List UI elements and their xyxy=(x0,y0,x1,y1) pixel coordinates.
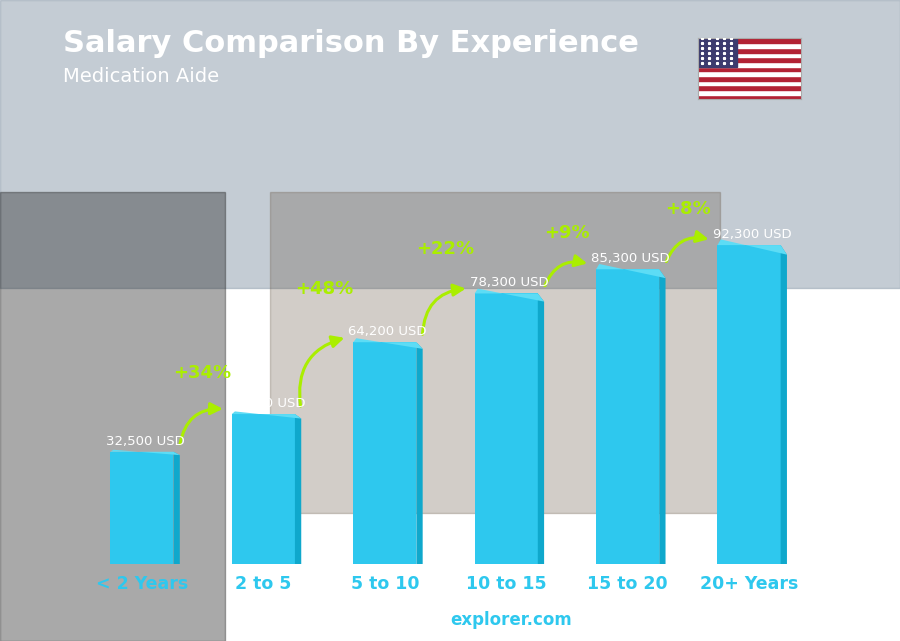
Polygon shape xyxy=(780,245,787,564)
Bar xyxy=(698,67,801,71)
Polygon shape xyxy=(596,264,665,278)
FancyArrowPatch shape xyxy=(544,256,584,286)
FancyBboxPatch shape xyxy=(717,245,780,564)
FancyBboxPatch shape xyxy=(474,294,538,564)
Bar xyxy=(0,0,900,288)
Text: Salary Comparison By Experience: Salary Comparison By Experience xyxy=(63,29,639,58)
Bar xyxy=(0,192,225,641)
Text: +9%: +9% xyxy=(544,224,590,242)
FancyBboxPatch shape xyxy=(232,414,295,564)
Text: 64,200 USD: 64,200 USD xyxy=(348,325,427,338)
Text: 32,500 USD: 32,500 USD xyxy=(105,435,184,447)
Bar xyxy=(698,81,801,85)
Text: 85,300 USD: 85,300 USD xyxy=(591,252,670,265)
FancyBboxPatch shape xyxy=(596,269,659,564)
Text: +8%: +8% xyxy=(665,200,711,218)
Text: +48%: +48% xyxy=(295,280,353,299)
Text: +22%: +22% xyxy=(417,240,474,258)
Bar xyxy=(698,38,737,67)
Text: 92,300 USD: 92,300 USD xyxy=(713,228,791,241)
Bar xyxy=(698,53,801,57)
Polygon shape xyxy=(295,414,302,564)
Text: Average Yearly Salary: Average Yearly Salary xyxy=(871,301,884,429)
Bar xyxy=(698,95,801,99)
Polygon shape xyxy=(353,338,423,349)
Text: 78,300 USD: 78,300 USD xyxy=(470,276,548,289)
Bar xyxy=(698,38,801,43)
Polygon shape xyxy=(174,452,180,564)
Bar xyxy=(698,90,801,95)
FancyArrowPatch shape xyxy=(300,337,341,406)
Bar xyxy=(698,48,801,53)
Polygon shape xyxy=(232,412,302,419)
FancyArrowPatch shape xyxy=(666,231,706,262)
Text: salary: salary xyxy=(393,612,450,629)
Polygon shape xyxy=(111,450,180,455)
Bar xyxy=(698,76,801,81)
FancyBboxPatch shape xyxy=(353,342,417,564)
Polygon shape xyxy=(474,288,544,302)
Polygon shape xyxy=(538,294,544,564)
Bar xyxy=(698,85,801,90)
Polygon shape xyxy=(717,239,787,254)
Bar xyxy=(698,71,801,76)
FancyBboxPatch shape xyxy=(111,452,174,564)
Text: +34%: +34% xyxy=(174,364,231,382)
Bar xyxy=(698,43,801,48)
Text: Medication Aide: Medication Aide xyxy=(63,67,219,87)
FancyArrowPatch shape xyxy=(180,404,220,444)
Text: 43,400 USD: 43,400 USD xyxy=(227,397,305,410)
Text: explorer.com: explorer.com xyxy=(450,612,572,629)
FancyArrowPatch shape xyxy=(422,285,463,334)
Bar xyxy=(698,62,801,67)
Polygon shape xyxy=(659,269,665,564)
Bar xyxy=(270,192,720,513)
Polygon shape xyxy=(417,342,423,564)
Bar xyxy=(698,57,801,62)
